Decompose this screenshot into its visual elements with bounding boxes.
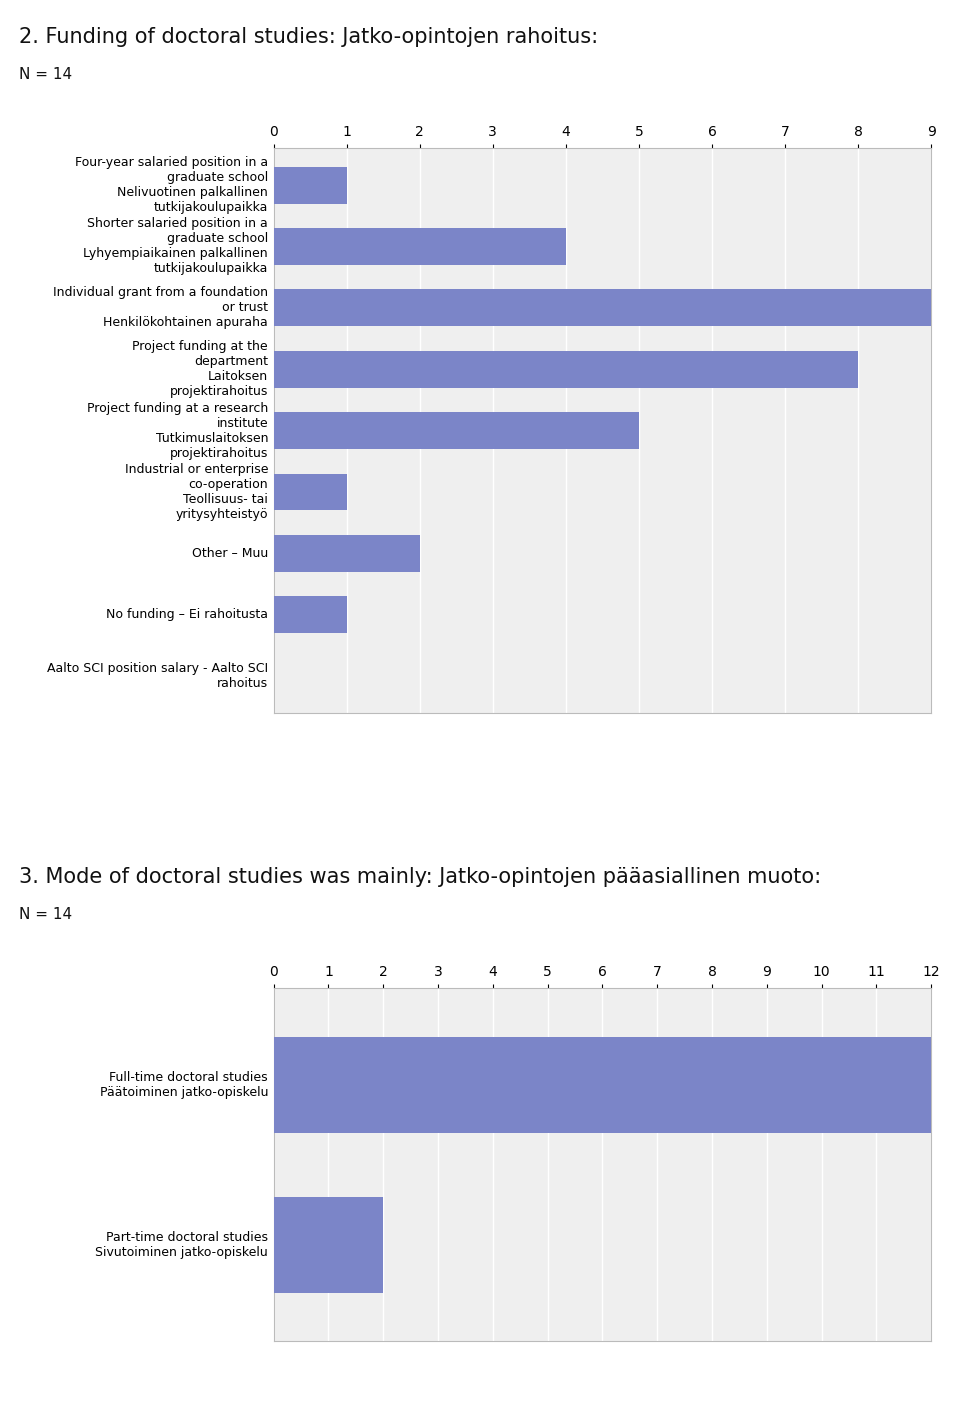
- Text: N = 14: N = 14: [19, 66, 72, 82]
- Bar: [274, 1197, 383, 1293]
- Bar: [274, 1036, 931, 1132]
- Text: 3. Mode of doctoral studies was mainly: Jatko-opintojen pääasiallinen muoto:: 3. Mode of doctoral studies was mainly: …: [19, 867, 822, 887]
- Bar: [274, 535, 420, 572]
- Bar: [274, 350, 858, 388]
- Bar: [274, 289, 931, 326]
- Bar: [274, 473, 347, 511]
- Bar: [274, 412, 639, 449]
- Text: N = 14: N = 14: [19, 907, 72, 922]
- Bar: [274, 167, 347, 203]
- Bar: [274, 229, 565, 265]
- Text: 2. Funding of doctoral studies: Jatko-opintojen rahoitus:: 2. Funding of doctoral studies: Jatko-op…: [19, 27, 598, 47]
- Bar: [274, 596, 347, 633]
